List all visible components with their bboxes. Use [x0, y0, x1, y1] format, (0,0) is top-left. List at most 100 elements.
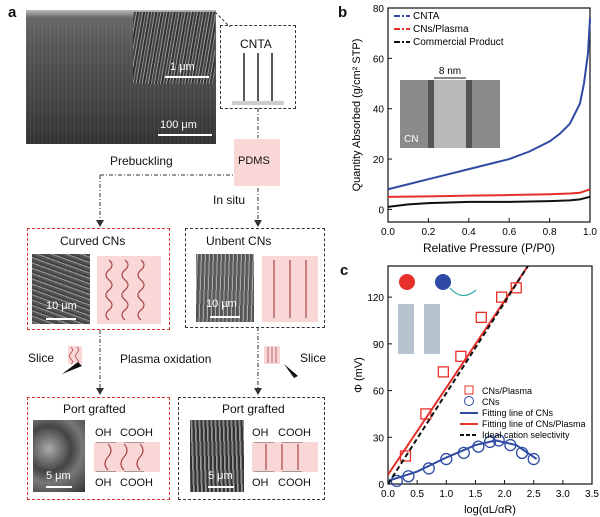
legend-label-c: Fitting line of CNs/Plasma [482, 419, 586, 429]
grafted-unbent-schematic-icon [252, 442, 318, 472]
tem-inset-lumen [434, 80, 466, 148]
x-tick-label-b: 0.2 [421, 227, 435, 238]
data-point-cns [527, 452, 540, 466]
scale-bar-1um [165, 76, 209, 78]
cooh-right-top: COOH [278, 427, 311, 439]
x-tick-label-c: 0.0 [381, 489, 395, 500]
sem-image-curved [32, 254, 90, 324]
scale-label-1um: 1 μm [170, 61, 195, 73]
tem-scale-label: 8 nm [439, 66, 461, 77]
y-tick-label-c: 90 [373, 340, 385, 351]
x-tick-label-b: 0.6 [502, 227, 516, 238]
curved-cns-title: Curved CNs [60, 234, 126, 248]
sem-image-grafted-right [190, 420, 244, 492]
legend-label-c: Fitting line of CNs [482, 408, 554, 418]
slice-left-icon [62, 346, 82, 374]
anion-icon [435, 274, 451, 290]
x-tick-label-c: 2.0 [498, 489, 512, 500]
data-point-cns-plasma [437, 366, 450, 378]
plot-frame-b [387, 7, 591, 223]
y-tick-label-b: 60 [373, 54, 385, 65]
y-tick-label-c: 120 [367, 293, 384, 304]
x-tick-label-c: 2.5 [527, 489, 541, 500]
nanotube-icon-right [424, 304, 440, 354]
grafted-curved-schematic-icon [94, 442, 160, 472]
y-tick-label-b: 20 [373, 155, 385, 166]
x-tick-label-b: 1.0 [583, 227, 597, 238]
tem-inset-wall-right [466, 80, 472, 148]
curved-cns-box [27, 228, 170, 330]
series-line-cns-plasma [387, 188, 591, 198]
sem-inset-image [133, 12, 215, 84]
panel-label-c: c [340, 262, 349, 279]
tem-inset-wall-left [428, 80, 434, 148]
legend-swatch-c [464, 396, 474, 406]
curved-cns-schematic-icon [97, 256, 161, 324]
connector-lines-a [96, 11, 262, 395]
oh-right-bot: OH [252, 477, 269, 489]
cooh-left-bot: COOH [120, 477, 153, 489]
chart-c-potential: 0.0 0.5 1.0 1.5 2.0 2.5 3.0 3.5 0 30 60 90 120 log(αL… [353, 265, 599, 516]
x-tick-label-b: 0.8 [543, 227, 557, 238]
sem-image-grafted-left [33, 420, 85, 492]
x-axis-label-b: Relative Pressure (P/P0) [423, 241, 555, 255]
y-tick-label-b: 40 [373, 105, 385, 116]
x-tick-label-c: 1.5 [468, 489, 482, 500]
pdms-label: PDMS [238, 155, 270, 167]
slice-right-icon [264, 346, 298, 378]
x-tick-label-c: 1.0 [439, 489, 453, 500]
panel-label-a: a [8, 4, 17, 21]
y-tick-label-c: 60 [373, 387, 385, 398]
series-line-commercial-product [387, 195, 591, 208]
y-axis-label-c: Φ (mV) [353, 357, 365, 393]
x-tick-label-c: 0.5 [410, 489, 424, 500]
sem-image-unbent [196, 254, 254, 322]
legend-swatch-c [464, 385, 474, 395]
fit-line-fitting-line-of-cns [388, 439, 538, 482]
data-point-cns [483, 435, 497, 449]
data-point-cns-plasma [475, 311, 487, 324]
oh-left-top: OH [95, 427, 112, 439]
prebuckling-label: Prebuckling [110, 154, 173, 168]
cnta-schematic-box [220, 25, 296, 109]
y-tick-label-c: 30 [373, 433, 385, 444]
cnta-label: CNTA [240, 37, 272, 51]
port-grafted-left-box [27, 397, 170, 500]
cation-icon [399, 274, 415, 290]
unbent-cns-title: Unbent CNs [206, 234, 272, 248]
y-tick-label-b: 80 [373, 4, 385, 15]
slice-left-label: Slice [28, 351, 55, 365]
cnta-schematic-icon [232, 53, 284, 105]
scale-bar-10um-curved [46, 318, 76, 320]
x-tick-label-b: 0.0 [381, 227, 395, 238]
scale-bar-100um [158, 134, 212, 136]
x-axis-label-c: log(αL/αR) [464, 504, 516, 516]
oh-left-bot: OH [95, 477, 112, 489]
chart-b-isotherm: 0.0 0.2 0.4 0.6 0.8 1.0 0 20 40 60 80 Relative Pres… [351, 4, 597, 255]
legend-label-c: CNs/Plasma [482, 386, 532, 396]
unbent-cns-schematic-icon [262, 256, 318, 322]
y-tick-label-c: 0 [378, 480, 384, 491]
port-grafted-right-title: Port grafted [222, 402, 285, 416]
arrow-icon [449, 287, 477, 297]
unbent-cns-box [185, 228, 325, 328]
cooh-right-bot: COOH [278, 477, 311, 489]
data-point-cns-plasma [455, 350, 467, 362]
scale-label-100um: 100 μm [160, 119, 197, 131]
x-tick-label-b: 0.4 [462, 227, 476, 238]
panel-label-b: b [338, 4, 348, 21]
legend-label-b: CNTA [413, 11, 440, 22]
port-grafted-right-box [178, 397, 325, 500]
y-tick-label-b: 0 [378, 205, 384, 216]
scale-bar-5um-right [208, 486, 234, 488]
oh-right-top: OH [252, 427, 269, 439]
tem-inset-label: CN [404, 134, 418, 145]
plasma-oxidation-label: Plasma oxidation [120, 352, 212, 366]
legend-label-b: CNs/Plasma [413, 24, 469, 35]
scale-label-10um-curved: 10 μm [46, 300, 77, 312]
nanotube-icon-left [398, 304, 414, 354]
scale-bar-10um-unbent [210, 316, 240, 318]
scale-label-10um-unbent: 10 μm [206, 298, 237, 310]
scale-bar-5um-left [46, 486, 72, 488]
fit-line-ideal-cation-selectivity [388, 266, 529, 484]
